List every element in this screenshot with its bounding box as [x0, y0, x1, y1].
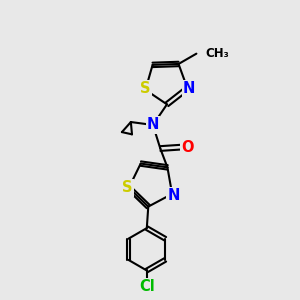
Text: N: N [167, 188, 180, 203]
Text: N: N [147, 118, 159, 133]
Text: S: S [122, 180, 133, 195]
Text: CH₃: CH₃ [206, 47, 230, 60]
Text: S: S [140, 81, 151, 96]
Text: O: O [182, 140, 194, 154]
Text: Cl: Cl [139, 280, 155, 295]
Text: N: N [183, 81, 195, 96]
